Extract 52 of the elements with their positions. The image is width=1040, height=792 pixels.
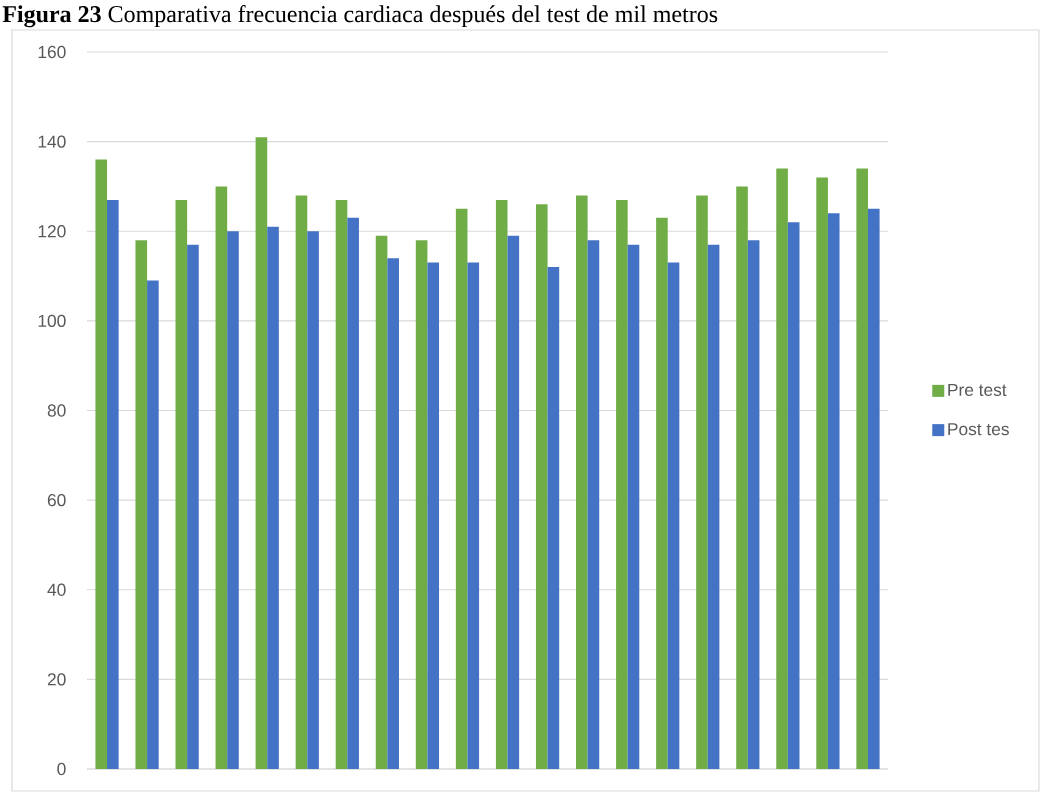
bar <box>415 240 428 769</box>
legend-label: Post tes <box>948 423 1009 436</box>
bar <box>175 199 188 769</box>
bar <box>867 208 880 769</box>
bar <box>576 195 588 769</box>
bar <box>495 199 508 769</box>
y-tick-label: 140 <box>38 135 66 148</box>
bar <box>215 186 228 769</box>
y-tick-label: 160 <box>38 45 66 59</box>
bar <box>656 217 668 769</box>
y-tick-label: 0 <box>57 762 66 776</box>
y-tick-label: 20 <box>47 673 66 686</box>
bar <box>455 208 468 769</box>
y-tick-label: 100 <box>38 314 66 328</box>
bar <box>107 199 119 769</box>
bar <box>135 240 148 769</box>
bar <box>776 168 788 769</box>
y-tick-label: 60 <box>47 493 66 507</box>
bar <box>747 240 760 769</box>
bar <box>616 199 628 769</box>
bar <box>147 280 159 769</box>
y-tick-label: 80 <box>47 404 66 417</box>
bar <box>307 231 319 769</box>
bar <box>736 186 748 769</box>
bar <box>547 267 560 769</box>
bar <box>387 258 399 769</box>
bar <box>347 217 359 769</box>
bar <box>187 244 199 769</box>
bar <box>335 199 348 769</box>
bar <box>535 204 548 769</box>
bar <box>507 235 520 769</box>
bar <box>856 168 868 769</box>
bar <box>295 195 308 769</box>
chart-title: Figura 23 Comparativa frecuencia cardiaca después del test de mil metros <box>2 5 718 28</box>
bar <box>255 137 268 769</box>
bar <box>707 244 720 769</box>
bar <box>95 159 108 769</box>
bar <box>696 195 708 769</box>
y-tick-label: 120 <box>38 225 66 238</box>
bar <box>375 235 388 769</box>
bar <box>467 262 480 769</box>
bar <box>627 244 640 769</box>
bar <box>227 231 239 769</box>
bar <box>427 262 440 769</box>
legend-label: Pre test <box>948 383 1007 396</box>
bar <box>827 213 840 769</box>
y-tick-label: 40 <box>47 583 66 596</box>
bar <box>587 240 600 769</box>
bar <box>267 226 279 769</box>
bar <box>787 222 800 769</box>
bar <box>667 262 680 769</box>
bar <box>816 177 828 769</box>
